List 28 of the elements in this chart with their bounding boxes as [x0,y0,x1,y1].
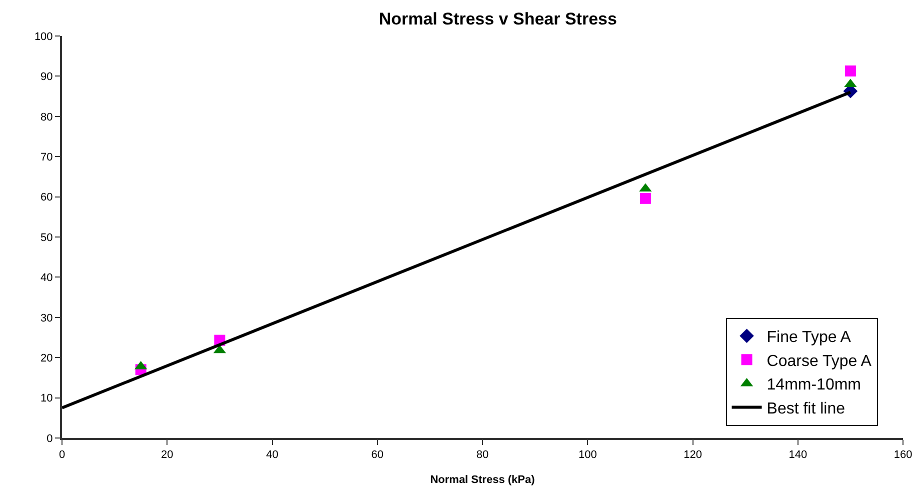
x-tick-label: 100 [578,449,597,462]
y-tick-label: 0 [46,432,53,445]
legend-label: Coarse Type A [766,352,872,370]
legend-label: Fine Type A [766,329,852,346]
y-tick-label: 20 [40,352,53,364]
x-tick-label: 0 [58,449,66,462]
x-tick-label: 20 [161,449,174,462]
y-tick-label: 10 [40,392,53,405]
x-tick-label: 140 [788,449,808,462]
x-tick-label: 160 [894,449,912,462]
y-tick-label: 90 [40,71,53,84]
x-tick-label: 40 [266,449,278,462]
x-tick-label: 60 [371,449,384,462]
y-tick-label: 70 [40,151,53,164]
y-tick-label: 100 [34,30,53,43]
legend-label: 14mm-10mm [766,376,862,394]
x-tick-label: 80 [476,449,489,462]
legend-label: Best fit line [766,400,846,418]
point [640,192,651,204]
chart-title: Normal Stress v Shear Stress [378,9,617,28]
y-tick-label: 30 [40,312,53,324]
y-tick-label: 40 [40,272,53,284]
y-tick-label: 50 [40,232,53,244]
point [844,65,856,76]
y-tick-label: 80 [40,111,53,124]
x-tick-label: 120 [684,449,702,462]
x-axis-title: Normal Stress (kPa) [430,474,536,486]
y-tick-label: 60 [40,192,53,204]
